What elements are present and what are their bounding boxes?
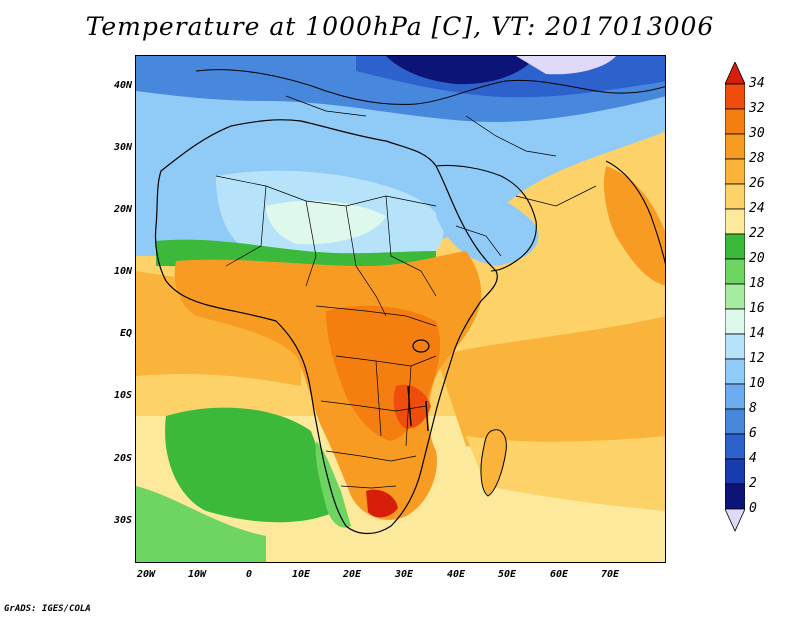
lon-label-20e: 20E [342,569,362,580]
temperature-map [135,55,666,563]
colorbar-label-8: 8 [749,401,757,416]
map-canvas [136,56,665,562]
colorbar-arrow-top [725,62,745,85]
india-warm-zone [604,166,665,286]
colorbar-label-16: 16 [749,301,765,316]
lon-label-10w: 10W [187,569,207,580]
lat-label-30s: 30S [113,515,132,526]
colorbar-label-10: 10 [749,376,765,391]
south-atlantic-cool-edge [136,486,266,562]
lat-label-10n: 10N [113,266,132,277]
arabia-cool-zone [436,176,539,266]
indian-ocean-mid [466,436,665,511]
arabia-coastline [435,164,537,272]
lon-label-70e: 70E [600,569,620,580]
colorbar-segment [725,458,745,485]
lake-tanganyika [407,385,412,427]
colorbar-arrow-bottom [725,508,745,532]
colorbar [725,62,745,532]
lat-label-10s: 10S [113,390,132,401]
colorbar-label-24: 24 [749,201,765,216]
lake-victoria [412,339,430,353]
lon-label-40e: 40E [446,569,466,580]
lat-label-40n: 40N [113,80,132,91]
map-title: Temperature at 1000hPa [C], VT: 20170130… [85,12,715,41]
colorbar-label-22: 22 [749,226,765,241]
colorbar-label-14: 14 [749,326,765,341]
colorbar-label-0: 0 [749,501,757,516]
country-borders [215,95,597,489]
colorbar-segment [725,108,745,135]
colorbar-segment [725,83,745,110]
lon-label-30e: 30E [394,569,414,580]
lat-label-30n: 30N [113,142,132,153]
lat-label-20n: 20N [113,204,132,215]
africa-coastline [154,119,498,535]
colorbar-segment [725,383,745,410]
colorbar-label-6: 6 [749,426,757,441]
sahara-mild-zone [266,200,386,245]
lat-label-20s: 20S [113,453,132,464]
colorbar-segment [725,408,745,435]
colorbar-label-30: 30 [749,126,765,141]
colorbar-segment [725,208,745,235]
lon-label-20w: 20W [136,569,156,580]
colorbar-segment [725,358,745,385]
india-coastline [605,160,665,265]
colorbar-label-20: 20 [749,251,765,266]
lon-label-60e: 60E [549,569,569,580]
below-zero-zone [516,56,616,75]
colorbar-label-4: 4 [749,451,757,466]
europe-coldest-zone [386,56,536,85]
zambia-hot-spot [393,384,431,429]
lon-label-10e: 10E [291,569,311,580]
lon-label-50e: 50E [497,569,517,580]
south-africa-hot-spot [366,489,398,518]
colorbar-label-32: 32 [749,101,765,116]
colorbar-segment [725,258,745,285]
colorbar-segment [725,283,745,310]
colorbar-label-34: 34 [749,76,765,91]
europe-coastline [195,69,665,105]
grads-credit: GrADS: IGES/COLA [4,604,91,614]
colorbar-label-18: 18 [749,276,765,291]
south-atlantic-cool-zone [165,407,336,523]
lon-label-0: 0 [245,569,253,580]
colorbar-label-12: 12 [749,351,765,366]
indian-ocean-warm [436,316,665,452]
colorbar-segment [725,333,745,360]
lake-malawi [425,400,429,432]
colorbar-segment [725,133,745,160]
colorbar-segment [725,308,745,335]
colorbar-segment [725,183,745,210]
colorbar-segment [725,483,745,510]
colorbar-label-28: 28 [749,151,765,166]
colorbar-label-26: 26 [749,176,765,191]
colorbar-segment [725,158,745,185]
lat-label-eq: EQ [119,328,132,339]
madagascar [480,429,507,497]
colorbar-segments [725,62,745,532]
colorbar-label-2: 2 [749,476,757,491]
colorbar-segment [725,233,745,260]
colorbar-segment [725,433,745,460]
